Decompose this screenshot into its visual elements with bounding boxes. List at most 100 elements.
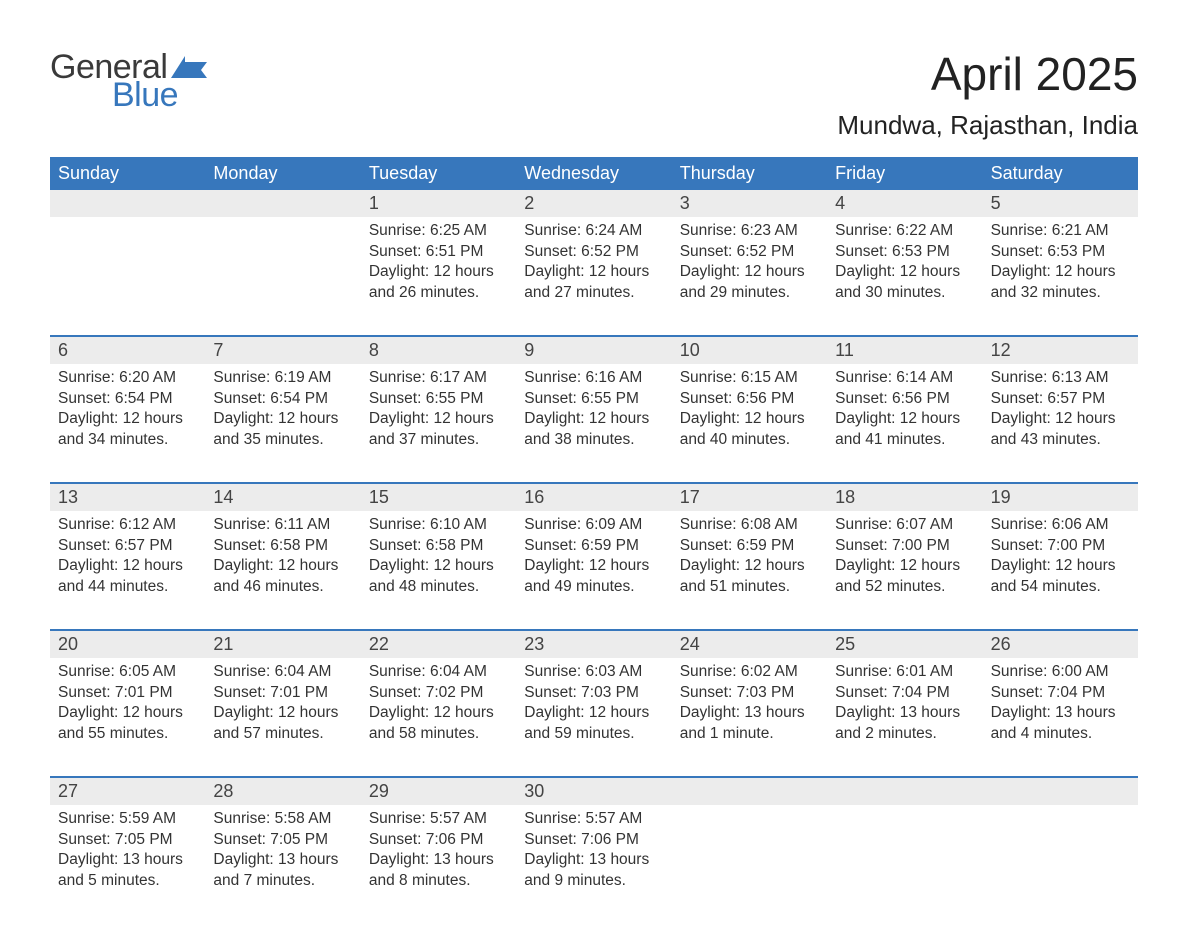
daylight-line: Daylight: 12 hours and 43 minutes. bbox=[991, 409, 1130, 450]
day-number: 11 bbox=[827, 337, 982, 364]
day-number: 9 bbox=[516, 337, 671, 364]
sunrise-line: Sunrise: 6:11 AM bbox=[213, 515, 352, 535]
calendar-day-cell: Sunrise: 6:07 AMSunset: 7:00 PMDaylight:… bbox=[827, 511, 982, 611]
daylight-line: Daylight: 12 hours and 46 minutes. bbox=[213, 556, 352, 597]
weekday-header: Sunday bbox=[50, 157, 205, 190]
sunset-line: Sunset: 6:52 PM bbox=[524, 242, 663, 262]
sunrise-line: Sunrise: 6:06 AM bbox=[991, 515, 1130, 535]
calendar-week: 20212223242526Sunrise: 6:05 AMSunset: 7:… bbox=[50, 629, 1138, 758]
sunrise-line: Sunrise: 6:20 AM bbox=[58, 368, 197, 388]
calendar-grid: SundayMondayTuesdayWednesdayThursdayFrid… bbox=[50, 157, 1138, 905]
sunset-line: Sunset: 6:53 PM bbox=[991, 242, 1130, 262]
sunset-line: Sunset: 6:57 PM bbox=[991, 389, 1130, 409]
calendar-day-cell: Sunrise: 6:09 AMSunset: 6:59 PMDaylight:… bbox=[516, 511, 671, 611]
weekday-header: Tuesday bbox=[361, 157, 516, 190]
brand-logo: General Blue bbox=[50, 50, 207, 112]
sunset-line: Sunset: 7:04 PM bbox=[835, 683, 974, 703]
daylight-line: Daylight: 12 hours and 29 minutes. bbox=[680, 262, 819, 303]
daylight-line: Daylight: 12 hours and 44 minutes. bbox=[58, 556, 197, 597]
day-number: 29 bbox=[361, 778, 516, 805]
weekday-header: Friday bbox=[827, 157, 982, 190]
sunset-line: Sunset: 6:56 PM bbox=[680, 389, 819, 409]
calendar-day-cell: Sunrise: 5:57 AMSunset: 7:06 PMDaylight:… bbox=[516, 805, 671, 905]
day-number: 27 bbox=[50, 778, 205, 805]
daylight-line: Daylight: 13 hours and 7 minutes. bbox=[213, 850, 352, 891]
calendar-day-cell: Sunrise: 6:02 AMSunset: 7:03 PMDaylight:… bbox=[672, 658, 827, 758]
daylight-line: Daylight: 13 hours and 9 minutes. bbox=[524, 850, 663, 891]
calendar-day-cell: Sunrise: 5:57 AMSunset: 7:06 PMDaylight:… bbox=[361, 805, 516, 905]
daylight-line: Daylight: 12 hours and 49 minutes. bbox=[524, 556, 663, 597]
day-number: 2 bbox=[516, 190, 671, 217]
calendar-day-cell: Sunrise: 6:22 AMSunset: 6:53 PMDaylight:… bbox=[827, 217, 982, 317]
sunrise-line: Sunrise: 6:04 AM bbox=[369, 662, 508, 682]
sunset-line: Sunset: 7:01 PM bbox=[58, 683, 197, 703]
calendar-day-cell: Sunrise: 6:04 AMSunset: 7:01 PMDaylight:… bbox=[205, 658, 360, 758]
calendar-page: General Blue April 2025 Mundwa, Rajastha… bbox=[0, 0, 1188, 935]
daylight-line: Daylight: 13 hours and 1 minute. bbox=[680, 703, 819, 744]
daylight-line: Daylight: 13 hours and 8 minutes. bbox=[369, 850, 508, 891]
sunrise-line: Sunrise: 5:57 AM bbox=[524, 809, 663, 829]
sunrise-line: Sunrise: 6:08 AM bbox=[680, 515, 819, 535]
sunrise-line: Sunrise: 6:00 AM bbox=[991, 662, 1130, 682]
sunset-line: Sunset: 6:55 PM bbox=[524, 389, 663, 409]
daynum-strip: 20212223242526 bbox=[50, 631, 1138, 658]
calendar-day-cell: Sunrise: 6:24 AMSunset: 6:52 PMDaylight:… bbox=[516, 217, 671, 317]
calendar-day-cell bbox=[205, 217, 360, 317]
daylight-line: Daylight: 12 hours and 27 minutes. bbox=[524, 262, 663, 303]
sunset-line: Sunset: 6:59 PM bbox=[524, 536, 663, 556]
sunrise-line: Sunrise: 6:25 AM bbox=[369, 221, 508, 241]
day-number: 26 bbox=[983, 631, 1138, 658]
day-number: 15 bbox=[361, 484, 516, 511]
flag-icon bbox=[171, 56, 207, 78]
daylight-line: Daylight: 12 hours and 30 minutes. bbox=[835, 262, 974, 303]
calendar-day-cell: Sunrise: 5:58 AMSunset: 7:05 PMDaylight:… bbox=[205, 805, 360, 905]
daylight-line: Daylight: 12 hours and 26 minutes. bbox=[369, 262, 508, 303]
daylight-line: Daylight: 12 hours and 55 minutes. bbox=[58, 703, 197, 744]
weekday-header: Monday bbox=[205, 157, 360, 190]
sunrise-line: Sunrise: 6:15 AM bbox=[680, 368, 819, 388]
sunset-line: Sunset: 7:00 PM bbox=[835, 536, 974, 556]
calendar-week: 27282930 Sunrise: 5:59 AMSunset: 7:05 PM D… bbox=[50, 776, 1138, 905]
day-number: 22 bbox=[361, 631, 516, 658]
calendar-day-cell: Sunrise: 6:25 AMSunset: 6:51 PMDaylight:… bbox=[361, 217, 516, 317]
sunset-line: Sunset: 6:59 PM bbox=[680, 536, 819, 556]
brand-word2: Blue bbox=[112, 78, 178, 112]
day-number bbox=[672, 778, 827, 805]
calendar-week: 13141516171819Sunrise: 6:12 AMSunset: 6:… bbox=[50, 482, 1138, 611]
calendar-day-cell: Sunrise: 6:05 AMSunset: 7:01 PMDaylight:… bbox=[50, 658, 205, 758]
sunset-line: Sunset: 6:51 PM bbox=[369, 242, 508, 262]
sunrise-line: Sunrise: 6:01 AM bbox=[835, 662, 974, 682]
day-number: 7 bbox=[205, 337, 360, 364]
sunrise-line: Sunrise: 6:17 AM bbox=[369, 368, 508, 388]
day-number: 10 bbox=[672, 337, 827, 364]
sunset-line: Sunset: 6:56 PM bbox=[835, 389, 974, 409]
sunset-line: Sunset: 7:02 PM bbox=[369, 683, 508, 703]
daynum-strip: 27282930 bbox=[50, 778, 1138, 805]
day-number bbox=[983, 778, 1138, 805]
calendar-day-cell: Sunrise: 6:12 AMSunset: 6:57 PMDaylight:… bbox=[50, 511, 205, 611]
header: General Blue April 2025 Mundwa, Rajastha… bbox=[50, 50, 1138, 141]
daylight-line: Daylight: 12 hours and 58 minutes. bbox=[369, 703, 508, 744]
day-number: 14 bbox=[205, 484, 360, 511]
calendar-day-cell: Sunrise: 6:16 AMSunset: 6:55 PMDaylight:… bbox=[516, 364, 671, 464]
sunset-line: Sunset: 7:06 PM bbox=[369, 830, 508, 850]
sunrise-line: Sunrise: 6:04 AM bbox=[213, 662, 352, 682]
weekday-header: Saturday bbox=[983, 157, 1138, 190]
calendar-day-cell: Sunrise: 6:08 AMSunset: 6:59 PMDaylight:… bbox=[672, 511, 827, 611]
sunrise-line: Sunrise: 6:12 AM bbox=[58, 515, 197, 535]
sunrise-line: Sunrise: 6:07 AM bbox=[835, 515, 974, 535]
day-number bbox=[827, 778, 982, 805]
daylight-line: Daylight: 12 hours and 34 minutes. bbox=[58, 409, 197, 450]
sunrise-line: Sunrise: 5:59 AM bbox=[58, 809, 197, 829]
day-number: 5 bbox=[983, 190, 1138, 217]
sunset-line: Sunset: 6:53 PM bbox=[835, 242, 974, 262]
sunset-line: Sunset: 7:05 PM bbox=[58, 830, 197, 850]
daylight-line: Daylight: 13 hours and 4 minutes. bbox=[991, 703, 1130, 744]
calendar-day-cell: Sunrise: 6:00 AMSunset: 7:04 PMDaylight:… bbox=[983, 658, 1138, 758]
day-number: 23 bbox=[516, 631, 671, 658]
sunrise-line: Sunrise: 6:23 AM bbox=[680, 221, 819, 241]
sunset-line: Sunset: 7:00 PM bbox=[991, 536, 1130, 556]
calendar-day-cell: Sunrise: 6:13 AMSunset: 6:57 PMDaylight:… bbox=[983, 364, 1138, 464]
day-number: 30 bbox=[516, 778, 671, 805]
sunrise-line: Sunrise: 6:21 AM bbox=[991, 221, 1130, 241]
